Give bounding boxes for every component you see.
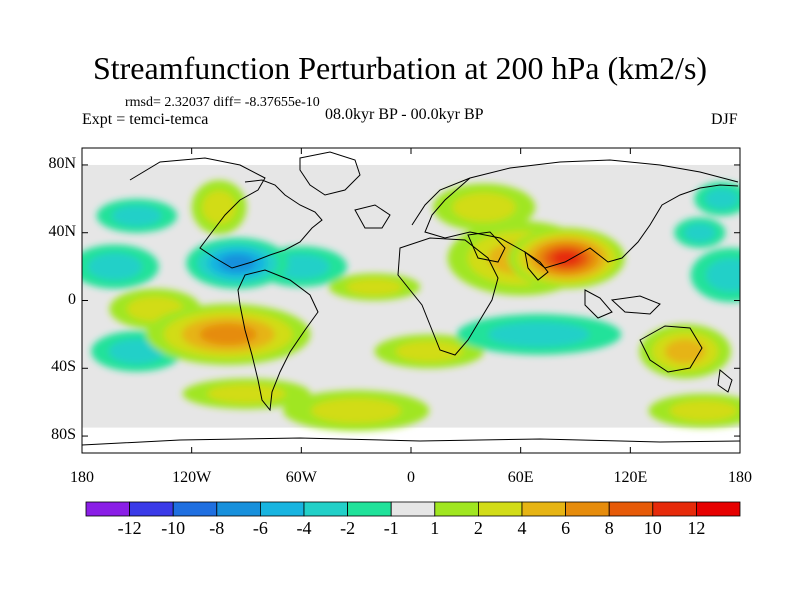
y-tick-label: 80N — [48, 154, 76, 172]
colorbar-label: 6 — [561, 518, 571, 538]
anomaly-contour — [202, 190, 236, 224]
colorbar-label: -8 — [209, 518, 225, 538]
colorbar-label: -4 — [296, 518, 312, 538]
season-label: DJF — [711, 111, 738, 128]
anomaly-contour — [346, 278, 403, 296]
experiment-label: Expt = temci-temca — [82, 111, 209, 128]
anomaly-contour — [488, 321, 590, 347]
colorbar-label: -10 — [161, 518, 186, 538]
anomaly-contour — [395, 340, 464, 362]
anomaly-contour — [207, 384, 286, 404]
anomaly-contour — [704, 188, 739, 210]
colorbar-label: -1 — [383, 518, 399, 538]
colorbar-swatch — [172, 501, 218, 517]
coastlines — [82, 151, 740, 446]
anomaly-layer — [82, 180, 740, 431]
colorbar-label: 8 — [604, 518, 614, 538]
anomaly-contour — [664, 339, 706, 364]
colorbar-label: 2 — [473, 518, 483, 538]
colorbar-swatch — [521, 501, 566, 517]
anomaly-contour — [108, 338, 165, 364]
stats-label: rmsd= 2.32037 diff= -8.37655e-10 — [125, 95, 320, 110]
y-tick-label: 0 — [68, 290, 76, 308]
colorbar-swatch — [652, 501, 697, 517]
colorbar-label: 10 — [643, 518, 662, 538]
colorbar-swatch — [477, 501, 523, 517]
chart-title: Streamfunction Perturbation at 200 hPa (… — [92, 50, 708, 86]
y-tick-label: 40S — [51, 358, 76, 376]
colorbar-label: -12 — [117, 518, 142, 538]
anomaly-contour — [669, 400, 738, 422]
x-tick-label: 180 — [728, 469, 752, 486]
colorbar-swatch — [85, 501, 130, 517]
colorbar-swatch — [216, 501, 261, 517]
colorbar-swatch — [434, 501, 479, 517]
colorbar-swatch — [390, 501, 436, 517]
colorbar-swatch — [608, 501, 654, 517]
colorbar-label: -2 — [340, 518, 356, 538]
x-tick-label: 60E — [507, 469, 534, 486]
colorbar-swatch — [347, 501, 392, 517]
colorbar-swatch — [259, 501, 305, 517]
anomaly-contour — [87, 253, 142, 281]
x-tick-label: 60W — [285, 469, 317, 486]
anomaly-contour — [311, 398, 402, 424]
x-tick-label: 120W — [172, 469, 212, 486]
anomaly-contour — [199, 323, 257, 345]
colorbar-swatch — [303, 501, 348, 517]
colorbar-swatch — [129, 501, 174, 517]
axis-ticks — [81, 148, 741, 453]
colorbar-swatch — [565, 501, 610, 517]
x-tick-label: 0 — [407, 469, 415, 486]
anomaly-contour — [552, 250, 581, 266]
x-tick-label: 180 — [70, 469, 94, 486]
x-tick-label: 120E — [613, 469, 648, 486]
y-tick-label: 80S — [51, 426, 76, 444]
colorbar-label: 4 — [517, 518, 527, 538]
data-band — [82, 164, 740, 428]
y-tick-label: 40N — [48, 222, 76, 240]
colorbar-label: -6 — [252, 518, 268, 538]
colorbar-label: 1 — [430, 518, 440, 538]
anomaly-contour — [112, 205, 162, 227]
anomaly-contour — [452, 192, 516, 222]
anomaly-contour — [219, 254, 256, 273]
period-label: 08.0kyr BP - 00.0kyr BP — [325, 106, 484, 123]
anomaly-contour — [684, 223, 716, 243]
anomaly-contour — [706, 258, 740, 292]
colorbar-swatch — [696, 501, 741, 517]
colorbar-label: 12 — [687, 518, 706, 538]
